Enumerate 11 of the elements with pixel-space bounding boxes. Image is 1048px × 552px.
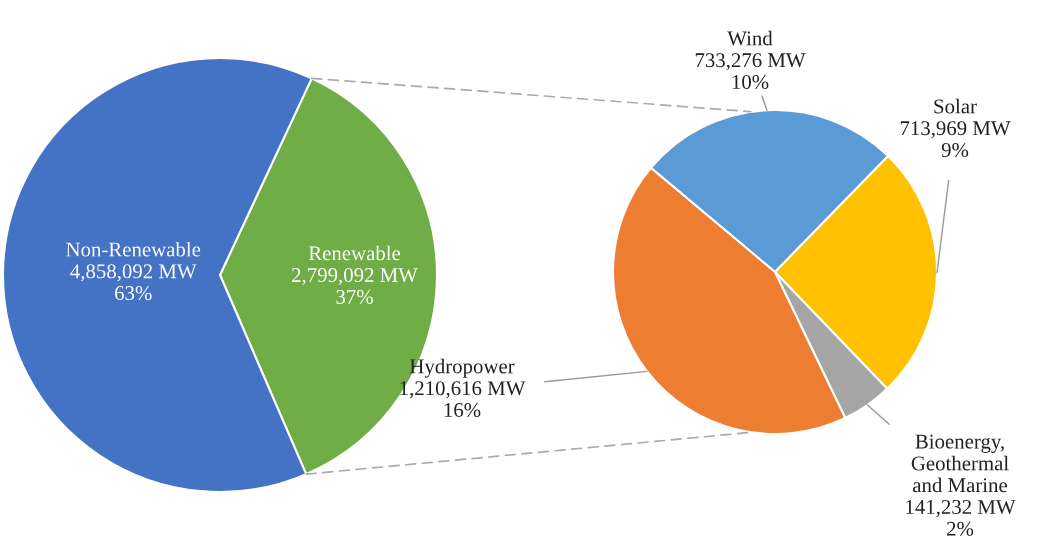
slice-label: Wind bbox=[727, 30, 773, 46]
slice-label: Renewable bbox=[308, 245, 401, 261]
data-label: 4,858,092 MW 63% bbox=[70, 264, 197, 301]
slice-label: Bioenergy, Geothermal and Marine bbox=[911, 434, 1009, 493]
data-label: 733,276 MW 10% bbox=[695, 53, 806, 90]
data-label: 2,799,092 MW 37% bbox=[292, 268, 418, 304]
slice-label: Non-Renewable bbox=[66, 241, 201, 257]
data-label: 713,969 MW 9% bbox=[900, 121, 1011, 158]
data-label: 1,210,616 MW 16% bbox=[400, 381, 526, 418]
slice-label: Solar bbox=[934, 98, 977, 114]
data-label: 141,232 MW 2% bbox=[906, 500, 1016, 536]
